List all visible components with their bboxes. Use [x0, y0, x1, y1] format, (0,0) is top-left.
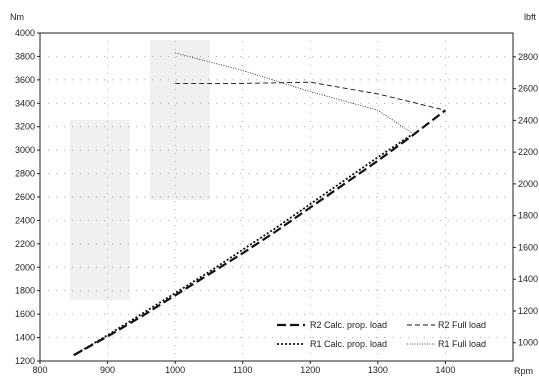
y-tick-label: 1600 [15, 309, 35, 319]
legend: R2 Calc. prop. load R2 Full load R1 Calc. … [277, 320, 486, 349]
y-tick-label: 3000 [15, 145, 35, 155]
watermark [70, 40, 210, 300]
y-tick-label: 1200 [15, 356, 35, 366]
x-tick-label: 1000 [165, 365, 185, 375]
y2-tick-label: 2000 [518, 179, 538, 189]
y2-tick-label: 1800 [518, 211, 538, 221]
series-lines [73, 52, 447, 357]
y-tick-label: 3600 [15, 75, 35, 85]
y-axis-left: 1200 1400 1600 1800 2000 2200 2400 2600 2800 3000… [15, 28, 40, 366]
y2-tick-label: 2400 [518, 115, 538, 125]
y2-tick-label: 1200 [518, 306, 538, 316]
y-tick-label: 2000 [15, 262, 35, 272]
y-tick-label: 3400 [15, 98, 35, 108]
x-tick-label: 1400 [435, 365, 455, 375]
series-line-3 [73, 134, 413, 356]
x-axis: 800 900 1000 1100 1200 1300 1400 [32, 361, 455, 375]
y-tick-label: 1400 [15, 333, 35, 343]
series-line-1 [73, 109, 447, 357]
y-axis-right: 1000 1200 1400 1600 1800 2000 2200 2400 2600 2800 [513, 52, 538, 348]
y2-tick-label: 1400 [518, 274, 538, 284]
y-tick-label: 4000 [15, 28, 35, 38]
y-axis-label-left: Nm [10, 12, 24, 22]
y2-tick-label: 1600 [518, 242, 538, 252]
legend-label-3: R1 Calc. prop. load [310, 339, 387, 349]
x-tick-label: 900 [100, 365, 115, 375]
y-tick-label: 1800 [15, 286, 35, 296]
x-axis-label: Rpm [514, 366, 533, 376]
series-line-2 [175, 81, 446, 111]
x-tick-label: 1100 [233, 365, 252, 375]
y2-tick-label: 1000 [518, 338, 538, 348]
y-tick-label: 2600 [15, 192, 35, 202]
y-tick-label: 3200 [15, 122, 35, 132]
x-tick-label: 1300 [368, 365, 388, 375]
y-tick-label: 2200 [15, 239, 35, 249]
x-tick-label: 1200 [300, 365, 320, 375]
y-axis-label-right: lbft [524, 12, 537, 22]
x-tick-label: 800 [32, 365, 47, 375]
y-tick-label: 2400 [15, 215, 35, 225]
legend-label-2: R2 Full load [438, 320, 486, 330]
y2-tick-label: 2200 [518, 147, 538, 157]
y2-tick-label: 2800 [518, 52, 538, 62]
legend-label-4: R1 Full load [438, 339, 486, 349]
y-tick-label: 2800 [15, 169, 35, 179]
y2-tick-label: 2600 [518, 84, 538, 94]
legend-label-1: R2 Calc. prop. load [310, 320, 387, 330]
series-line-4 [174, 52, 412, 133]
y-tick-label: 3800 [15, 51, 35, 61]
